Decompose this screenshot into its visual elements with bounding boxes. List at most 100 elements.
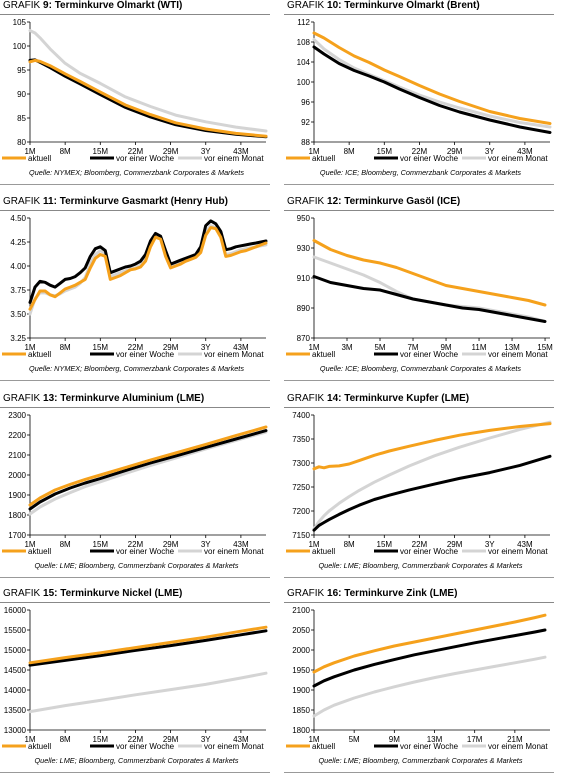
y-tick-label: 104 (297, 58, 311, 67)
legend-label: vor einer Woche (400, 154, 459, 163)
y-tick-label: 80 (17, 138, 26, 147)
y-tick-label: 85 (17, 114, 26, 123)
x-tick-label: 11M (472, 343, 487, 352)
legend-label: aktuell (312, 742, 335, 751)
y-tick-label: 890 (297, 304, 311, 313)
y-tick-label: 2050 (292, 626, 310, 635)
x-tick-label: 3Y (201, 343, 211, 352)
y-tick-label: 1950 (292, 666, 310, 675)
series-line-aktuell (312, 31, 552, 125)
y-tick-label: 870 (297, 334, 311, 343)
y-tick-label: 7150 (292, 531, 310, 540)
x-tick-label: 17M (467, 735, 483, 744)
x-tick-label: 8M (60, 343, 71, 352)
x-tick-label: 43M (233, 540, 249, 549)
x-tick-label: 5M (374, 343, 385, 352)
x-tick-label: 15M (377, 147, 393, 156)
bottom-rule (0, 380, 270, 381)
y-tick-label: 96 (301, 98, 310, 107)
y-tick-label: 1850 (292, 706, 310, 715)
y-tick-label: 16000 (4, 606, 27, 615)
x-tick-label: 29M (447, 540, 463, 549)
legend-label: vor einem Monat (488, 742, 548, 751)
x-tick-label: 8M (60, 735, 71, 744)
x-tick-label: 1M (308, 540, 319, 549)
chart-panel: GRAFIK 12: Terminkurve Gasöl (ICE) 870 890… (284, 196, 554, 386)
bottom-rule (284, 772, 554, 773)
chart-source: Quelle: NYMEX; Bloomberg, Commerzbank Co… (29, 364, 244, 373)
chart-title: GRAFIK 16: Terminkurve Zink (LME) (287, 588, 457, 599)
chart-title: GRAFIK 11: Terminkurve Gasmarkt (Henry H… (3, 196, 228, 207)
x-tick-label: 22M (412, 147, 428, 156)
y-tick-label: 1700 (8, 531, 26, 540)
x-tick-label: 22M (128, 147, 144, 156)
series-line-monat (28, 224, 268, 316)
x-tick-label: 9M (440, 343, 451, 352)
legend-label: aktuell (28, 154, 51, 163)
chart-source: Quelle: NYMEX; Bloomberg, Commerzbank Co… (29, 168, 244, 177)
x-tick-label: 43M (233, 735, 249, 744)
x-tick-label: 3Y (485, 540, 495, 549)
y-tick-label: 3.75 (10, 286, 26, 295)
legend-label: vor einer Woche (400, 547, 459, 556)
series-line-monat (312, 420, 552, 531)
y-tick-label: 930 (297, 244, 311, 253)
x-tick-label: 29M (447, 147, 463, 156)
x-tick-label: 8M (60, 147, 71, 156)
x-tick-label: 29M (163, 540, 179, 549)
chart-title-text: Terminkurve Gasmarkt (Henry Hub) (59, 196, 228, 207)
x-tick-label: 8M (60, 540, 71, 549)
series-line-monat (312, 38, 552, 129)
x-tick-label: 8M (344, 147, 355, 156)
chart-panel: GRAFIK 16: Terminkurve Zink (LME) 1800 185… (284, 588, 554, 778)
chart-plot: 3.25 3.50 3.75 4.00 4.25 4.50 1M 8M 15M 22M 29M 3Y 4… (2, 214, 268, 359)
x-tick-label: 43M (517, 147, 533, 156)
x-tick-label: 8M (344, 540, 355, 549)
chart-grafik-label: GRAFIK (3, 393, 44, 404)
chart-title-text: Terminkurve Ölmarkt (Brent) (344, 0, 480, 11)
chart-source: Quelle: ICE; Bloomberg, Commerzbank Corp… (319, 168, 522, 177)
series-line-woche (312, 628, 547, 688)
y-tick-label: 95 (17, 66, 26, 75)
y-tick-label: 105 (13, 18, 27, 27)
y-tick-label: 15000 (4, 646, 27, 655)
legend-label: vor einer Woche (116, 350, 175, 359)
title-rule (0, 407, 270, 408)
y-tick-label: 2100 (292, 606, 310, 615)
chart-source: Quelle: LME; Bloomberg, Commerzbank Corp… (34, 561, 239, 570)
chart-number: 11: (43, 196, 60, 207)
title-rule (0, 602, 270, 603)
x-tick-label: 1M (24, 147, 35, 156)
title-rule (284, 14, 554, 15)
chart-panel: GRAFIK 11: Terminkurve Gasmarkt (Henry H… (0, 196, 270, 386)
x-tick-label: 43M (517, 540, 533, 549)
chart-title: GRAFIK 13: Terminkurve Aluminium (LME) (3, 393, 204, 404)
x-tick-label: 1M (308, 735, 319, 744)
chart-plot: 1700 1800 1900 2000 2100 2200 2300 1M 8M 15M 22M 29… (2, 411, 268, 556)
x-tick-label: 15M (93, 147, 109, 156)
legend-label: vor einem Monat (488, 350, 548, 359)
x-tick-label: 3M (341, 343, 352, 352)
legend-label: aktuell (312, 154, 335, 163)
chart-title-text: Terminkurve Ölmarkt (WTI) (54, 0, 183, 11)
x-tick-label: 15M (377, 540, 393, 549)
chart-title-text: Terminkurve Gasöl (ICE) (344, 196, 461, 207)
y-tick-label: 1900 (292, 686, 310, 695)
chart-source: Quelle: LME; Bloomberg, Commerzbank Corp… (34, 756, 239, 765)
chart-grafik-label: GRAFIK (287, 393, 328, 404)
y-tick-label: 2000 (292, 646, 310, 655)
y-tick-label: 100 (297, 78, 311, 87)
series-line-aktuell (312, 613, 547, 674)
legend-label: vor einem Monat (204, 547, 264, 556)
x-tick-label: 15M (537, 343, 553, 352)
series-line-woche (28, 219, 268, 304)
x-tick-label: 1M (24, 735, 35, 744)
y-tick-label: 7400 (292, 411, 310, 420)
x-tick-label: 3Y (201, 735, 211, 744)
x-tick-label: 7M (407, 343, 418, 352)
x-tick-label: 9M (389, 735, 400, 744)
y-tick-label: 100 (13, 42, 27, 51)
bottom-rule (0, 577, 270, 578)
y-tick-label: 4.25 (10, 238, 26, 247)
